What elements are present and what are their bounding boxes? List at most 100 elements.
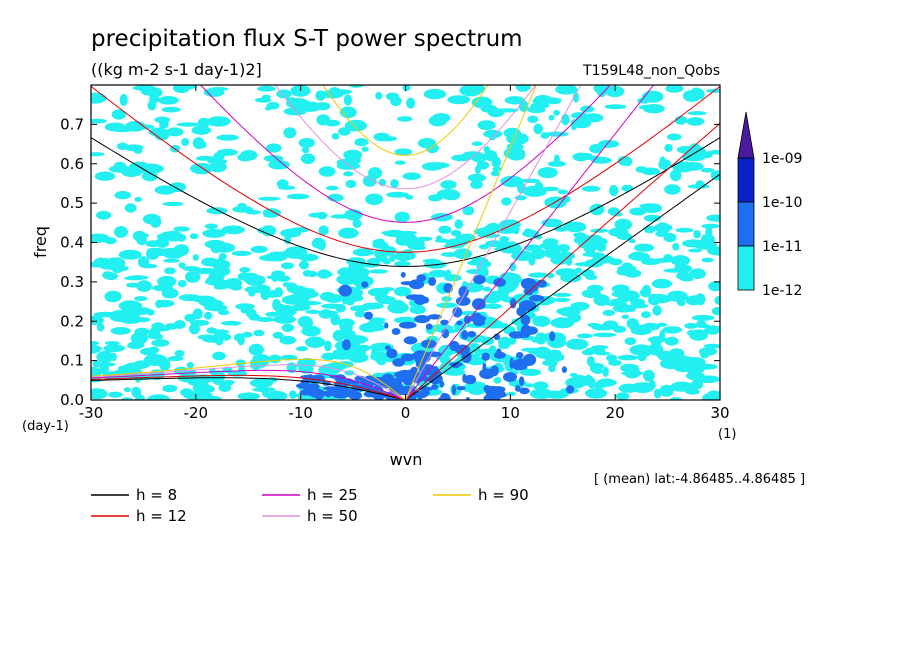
power-contour-patch: [511, 225, 520, 234]
x-tick-label: 30: [710, 404, 729, 422]
power-contour-patch: [119, 93, 128, 106]
power-contour-patch: [147, 100, 157, 111]
power-contour-patch: [700, 167, 715, 173]
power-contour-patch: [91, 344, 102, 354]
power-contour-patch: [166, 127, 184, 137]
y-axis: 0.0 0.1 0.2 0.3 0.4 0.5 0.6 0.7: [60, 115, 720, 409]
power-contour-patch: [454, 219, 464, 230]
x-unit-label: (1): [718, 427, 736, 442]
power-contour-patch: [362, 175, 377, 187]
power-contour-patch: [212, 351, 226, 361]
power-contour-patch: [218, 383, 232, 392]
power-contour-patch: [140, 85, 153, 96]
power-contour-patch: [222, 380, 235, 384]
power-contour-patch: [634, 243, 655, 252]
power-contour-patch: [467, 173, 487, 182]
power-contour-patch: [482, 286, 492, 292]
colorbar-label: 1e-12: [762, 283, 802, 299]
power-contour-patch: [617, 156, 631, 166]
power-contour-patch: [581, 269, 595, 278]
power-contour-patch: [298, 138, 315, 148]
y-tick-label: 0.5: [60, 194, 84, 212]
power-contour-patch: [318, 225, 329, 236]
power-contour-patch: [463, 384, 470, 392]
power-contour-patch: [529, 294, 545, 302]
power-contour-patch: [191, 125, 212, 135]
power-contour-patch: [699, 348, 710, 359]
power-contour-patch: [663, 253, 673, 262]
colorbar-segment: [737, 201, 755, 247]
power-contour-patch: [498, 243, 522, 254]
power-contour-patch: [573, 339, 584, 348]
colorbar-extend-arrow: [737, 111, 755, 159]
power-contour-patch: [103, 344, 126, 353]
power-contour-patch: [200, 141, 207, 148]
power-contour-patch: [409, 305, 427, 315]
power-contour-patch: [204, 311, 213, 320]
power-contour-patch: [621, 184, 634, 192]
power-contour-patch: [276, 275, 291, 282]
power-contour-patch: [296, 346, 308, 352]
power-contour-patch: [298, 318, 314, 329]
power-contour-patch: [137, 256, 150, 268]
power-contour-patch: [545, 131, 569, 137]
power-contour-patch: [421, 296, 430, 304]
power-contour-patch: [682, 239, 706, 248]
power-contour-patch: [524, 228, 532, 235]
power-contour-patch: [174, 349, 185, 357]
power-contour-patch: [423, 88, 447, 100]
power-contour-patch: [114, 191, 131, 200]
power-contour-patch: [316, 211, 328, 220]
power-contour-patch: [352, 248, 374, 257]
power-contour-patch: [315, 102, 331, 111]
power-contour-patch: [259, 254, 282, 262]
power-contour-patch: [265, 311, 280, 317]
power-contour-patch: [364, 311, 373, 320]
power-contour-patch: [257, 85, 276, 92]
power-contour-patch: [324, 340, 332, 352]
power-contour-patch: [425, 351, 442, 358]
power-contour-patch: [402, 85, 411, 92]
power-contour-patch: [436, 235, 443, 242]
y-unit-label: (day-1): [22, 419, 69, 434]
power-contour-patch: [555, 317, 567, 328]
power-contour-patch: [220, 333, 232, 341]
power-contour-patch: [442, 394, 449, 400]
power-contour-patch: [666, 290, 688, 302]
power-contour-patch: [143, 354, 168, 366]
power-contour-patch: [273, 315, 296, 324]
power-contour-patch: [520, 178, 541, 183]
power-contour-patch: [662, 326, 683, 334]
power-contour-patch: [104, 290, 122, 303]
power-contour-patch: [108, 165, 131, 173]
power-contour-patch: [629, 344, 654, 356]
power-contour-patch: [461, 330, 469, 340]
power-contour-patch: [241, 331, 253, 338]
power-contour-patch: [590, 228, 609, 233]
power-contour-patch: [365, 193, 384, 206]
power-contour-patch: [548, 114, 555, 121]
power-contour-patch: [161, 106, 181, 113]
power-contour-patch: [464, 374, 477, 385]
run-label: T159L48_non_Qobs: [582, 63, 720, 79]
power-contour-patch: [341, 294, 348, 305]
power-contour-patch: [589, 144, 603, 154]
power-contour-patch: [414, 315, 431, 324]
power-contour-patch: [386, 191, 409, 198]
power-contour-patch: [148, 127, 169, 137]
power-contour-patch: [391, 328, 401, 335]
power-contour-patch: [590, 363, 601, 374]
power-contour-patch: [674, 115, 688, 125]
power-contour-patch: [544, 97, 562, 105]
power-contour-patch: [436, 189, 460, 200]
power-contour-patch: [477, 120, 496, 130]
power-contour-patch: [391, 379, 396, 389]
power-contour-patch: [229, 284, 243, 291]
power-contour-patch: [162, 384, 178, 393]
power-contour-patch: [471, 96, 493, 109]
power-contour-patch: [587, 234, 603, 246]
power-contour-patch: [439, 302, 449, 309]
power-contour-patch: [641, 311, 651, 319]
power-contour-patch: [546, 272, 555, 279]
power-contour-patch: [506, 142, 524, 151]
